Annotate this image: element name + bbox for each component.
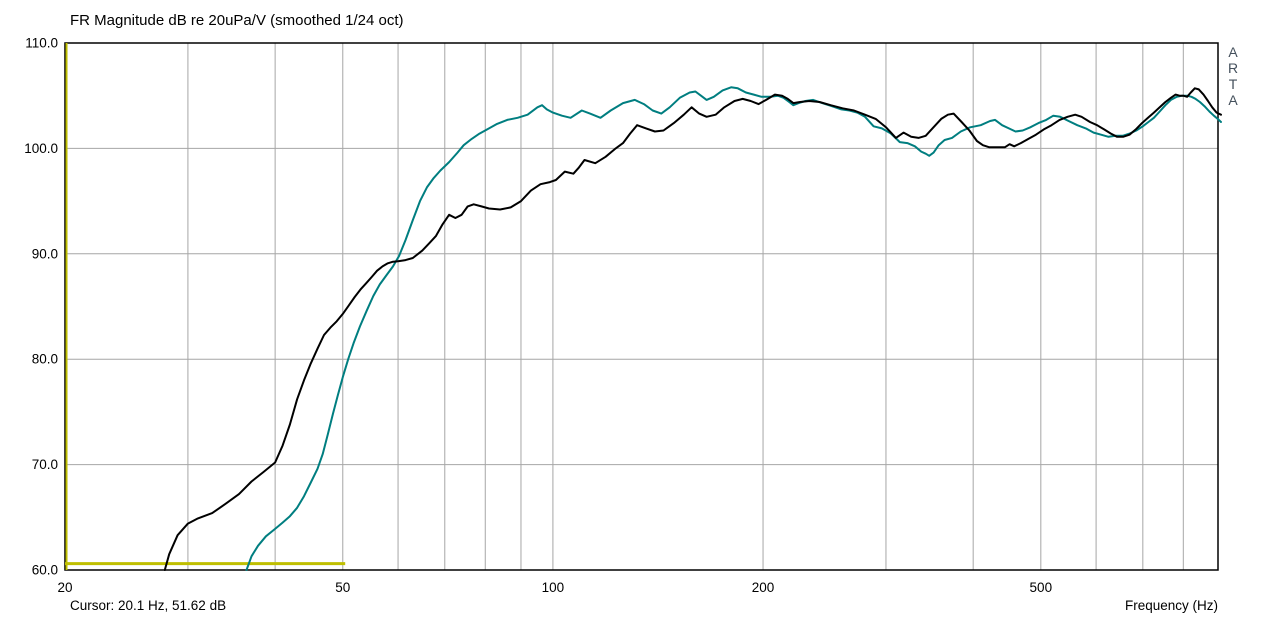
- plot-border: [64, 42, 1219, 571]
- chart-title: FR Magnitude dB re 20uPa/V (smoothed 1/2…: [70, 12, 404, 29]
- plot-area[interactable]: [65, 43, 1218, 570]
- x-tick-label: 200: [752, 580, 775, 595]
- y-tick-label: 80.0: [32, 352, 58, 367]
- y-tick-label: 70.0: [32, 457, 58, 472]
- fr-curve-overlay-teal: [245, 86, 1222, 571]
- x-tick-label: 50: [335, 580, 350, 595]
- x-axis-title: Frequency (Hz): [1124, 598, 1218, 613]
- arta-logo-letter: R: [1227, 60, 1239, 76]
- arta-logo-letter: A: [1228, 92, 1238, 108]
- x-tick-label: 100: [542, 580, 565, 595]
- x-tick-label: 20: [57, 580, 72, 595]
- x-tick-label: 500: [1030, 580, 1053, 595]
- y-tick-label: 100.0: [24, 141, 58, 156]
- cursor-readout: Cursor: 20.1 Hz, 51.62 dB: [70, 598, 227, 613]
- y-tick-label: 110.0: [25, 36, 58, 51]
- y-tick-label: 90.0: [32, 246, 58, 261]
- arta-logo-letter: T: [1228, 76, 1238, 92]
- y-tick-label: 60.0: [32, 563, 58, 578]
- fr-curve-main-black: [163, 87, 1222, 571]
- arta-logo-letter: A: [1228, 44, 1238, 60]
- arta-logo: A R T A: [1224, 44, 1242, 108]
